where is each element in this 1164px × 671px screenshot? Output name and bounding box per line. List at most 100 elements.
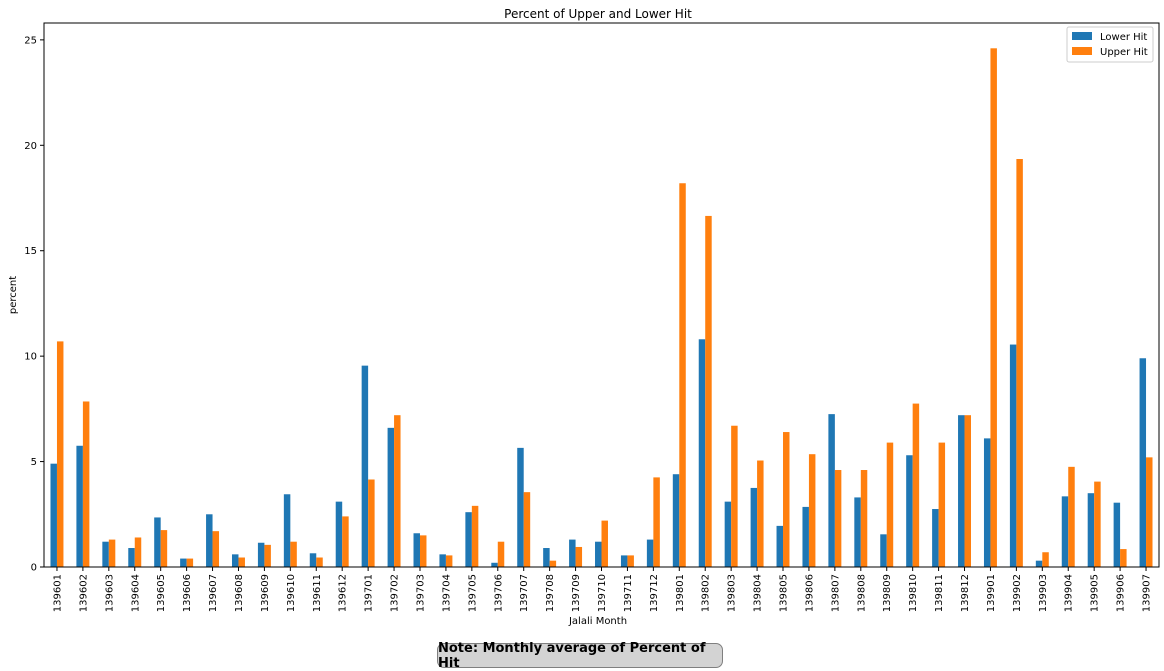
bar-lower-hit-139612 — [335, 501, 343, 567]
x-tick-label: 139704 — [441, 574, 452, 612]
y-tick-label: 0 — [31, 563, 37, 574]
x-tick-label: 139712 — [649, 574, 660, 612]
bar-upper-hit-139604 — [134, 537, 142, 567]
bar-lower-hit-139602 — [76, 445, 83, 567]
x-tick-label: 139705 — [467, 574, 478, 612]
x-tick-label: 139709 — [571, 574, 582, 612]
bar-lower-hit-139701 — [361, 365, 369, 567]
bar-lower-hit-139604 — [128, 548, 135, 567]
y-tick-label: 15 — [24, 246, 37, 257]
bar-upper-hit-139806 — [808, 454, 816, 567]
y-tick-label: 5 — [31, 457, 37, 468]
bar-upper-hit-139704 — [445, 555, 453, 567]
x-tick-label: 139803 — [727, 574, 738, 612]
x-tick-label: 139808 — [856, 574, 867, 612]
legend: Lower Hit Upper Hit — [1066, 26, 1154, 63]
x-tick-label: 139702 — [390, 574, 401, 612]
bar-lower-hit-139711 — [620, 555, 628, 567]
bar-lower-hit-139906 — [1113, 502, 1121, 567]
note-text: Note: Monthly average of Percent of Hit — [438, 640, 706, 671]
bar-upper-hit-139705 — [471, 505, 479, 567]
legend-swatch-upper-hit — [1072, 47, 1092, 55]
bar-lower-hit-139902 — [1009, 344, 1017, 567]
x-tick-label: 139605 — [156, 574, 167, 612]
bar-lower-hit-139907 — [1139, 358, 1147, 567]
bar-upper-hit-139701 — [368, 479, 375, 567]
x-tick-label: 139601 — [52, 574, 63, 612]
x-tick-label: 139706 — [493, 574, 504, 612]
bar-upper-hit-139906 — [1120, 549, 1127, 567]
bar-upper-hit-139804 — [757, 460, 764, 567]
bar-lower-hit-139904 — [1061, 496, 1069, 567]
x-tick-label: 139703 — [415, 574, 426, 612]
x-tick-label: 139801 — [675, 574, 686, 612]
y-tick-label: 25 — [24, 35, 37, 46]
x-tick-label: 139608 — [234, 574, 245, 612]
bar-upper-hit-139805 — [783, 432, 790, 567]
bar-upper-hit-139605 — [160, 530, 168, 567]
bar-upper-hit-139602 — [82, 401, 90, 567]
bar-lower-hit-139809 — [880, 534, 887, 567]
bar-lower-hit-139705 — [465, 512, 472, 567]
bar-lower-hit-139607 — [206, 514, 213, 567]
bar-upper-hit-139601 — [56, 341, 64, 567]
bars-group — [50, 48, 1153, 568]
x-tick-label: 139806 — [804, 574, 815, 612]
bar-lower-hit-139803 — [724, 501, 732, 567]
x-tick-label: 139603 — [104, 574, 115, 612]
bar-upper-hit-139808 — [860, 470, 868, 567]
y-tick-label: 10 — [24, 352, 37, 363]
bar-lower-hit-139804 — [750, 487, 758, 567]
x-tick-label: 139901 — [986, 574, 997, 612]
bar-chart: 139601 139602 139603 139604 139605 139606 1396… — [8, 7, 1160, 627]
x-tick-label: 139810 — [908, 574, 919, 612]
legend-swatch-lower-hit — [1072, 32, 1092, 40]
bar-upper-hit-139611 — [316, 557, 323, 567]
bar-lower-hit-139903 — [1035, 560, 1043, 567]
x-tick-label: 139811 — [934, 574, 945, 612]
bar-lower-hit-139708 — [543, 548, 550, 567]
x-tick-label: 139707 — [519, 574, 530, 612]
bar-upper-hit-139603 — [108, 539, 116, 567]
bar-upper-hit-139907 — [1146, 457, 1153, 567]
x-tick-label: 139805 — [779, 574, 790, 612]
note-box: Note: Monthly average of Percent of Hit — [437, 640, 723, 671]
bar-upper-hit-139812 — [964, 415, 971, 567]
x-tick-label: 139906 — [1116, 574, 1127, 612]
x-tick-label: 139611 — [312, 574, 323, 612]
x-tick-label: 139610 — [286, 574, 297, 612]
bar-lower-hit-139608 — [231, 554, 239, 567]
bar-upper-hit-139606 — [186, 558, 194, 567]
bar-upper-hit-139803 — [731, 425, 738, 567]
x-tick-label: 139807 — [830, 574, 841, 612]
bar-lower-hit-139605 — [154, 517, 161, 567]
bar-lower-hit-139806 — [802, 506, 809, 567]
bar-upper-hit-139710 — [601, 520, 608, 567]
x-tick-label: 139812 — [960, 574, 971, 612]
bar-upper-hit-139706 — [497, 541, 505, 567]
x-tick-label: 139607 — [208, 574, 219, 612]
x-tick-label: 139612 — [338, 574, 349, 612]
bar-lower-hit-139901 — [983, 438, 991, 567]
bar-upper-hit-139607 — [212, 531, 220, 567]
bar-upper-hit-139712 — [653, 477, 660, 567]
x-tick-label: 139708 — [545, 574, 556, 612]
bar-lower-hit-139707 — [517, 447, 524, 567]
x-tick-label: 139904 — [1064, 574, 1075, 612]
bar-lower-hit-139601 — [50, 463, 57, 567]
bar-upper-hit-139610 — [290, 541, 297, 567]
bar-lower-hit-139609 — [257, 542, 265, 567]
x-tick-label: 139602 — [78, 574, 89, 612]
bar-lower-hit-139810 — [906, 455, 913, 567]
x-tick-label: 139701 — [364, 574, 375, 612]
bar-upper-hit-139703 — [419, 535, 427, 567]
bar-lower-hit-139712 — [646, 539, 654, 567]
bar-upper-hit-139811 — [938, 442, 946, 567]
bar-lower-hit-139808 — [854, 497, 861, 567]
bar-lower-hit-139611 — [309, 553, 317, 567]
x-tick-label: 139609 — [260, 574, 271, 612]
bar-upper-hit-139902 — [1016, 159, 1023, 567]
x-tick-label: 139710 — [597, 574, 608, 612]
bar-upper-hit-139707 — [523, 492, 531, 567]
bar-lower-hit-139703 — [413, 533, 420, 567]
